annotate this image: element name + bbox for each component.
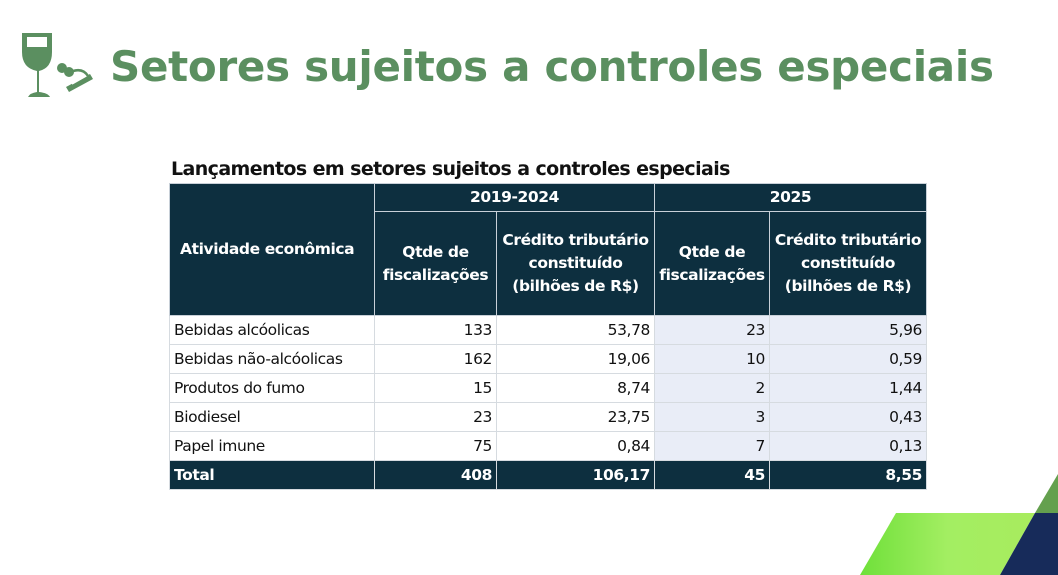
cell-activity: Papel imune — [169, 431, 375, 461]
total-label: Total — [169, 460, 375, 490]
cell-q2: 23 — [654, 315, 770, 345]
header-qty-1: Qtde de fiscalizações — [374, 211, 497, 316]
data-table: Atividade econômica 2019-2024 2025 Qtde … — [169, 183, 927, 490]
total-c1: 106,17 — [496, 460, 655, 490]
cell-q1: 15 — [374, 373, 497, 403]
slide-title: Setores sujeitos a controles especiais — [110, 42, 994, 91]
cell-activity: Bebidas alcóolicas — [169, 315, 375, 345]
table-caption: Lançamentos em setores sujeitos a contro… — [171, 158, 730, 180]
total-c2: 8,55 — [769, 460, 927, 490]
header-credit-2: Crédito tributário constituído (bilhões … — [769, 211, 927, 316]
table-row: Produtos do fumo 15 8,74 2 1,44 — [169, 373, 927, 403]
cell-c1: 0,84 — [496, 431, 655, 461]
cell-activity: Produtos do fumo — [169, 373, 375, 403]
cell-q2: 7 — [654, 431, 770, 461]
cell-c2: 0,59 — [769, 344, 927, 374]
header-qty-2: Qtde de fiscalizações — [654, 211, 770, 316]
table-row: Bebidas não-alcóolicas 162 19,06 10 0,59 — [169, 344, 927, 374]
header-activity: Atividade econômica — [169, 183, 375, 316]
cell-q2: 2 — [654, 373, 770, 403]
total-row: Total 408 106,17 45 8,55 — [169, 460, 927, 490]
wine-glass-and-cigarette-icon — [22, 33, 93, 97]
cell-c2: 5,96 — [769, 315, 927, 345]
total-q2: 45 — [654, 460, 770, 490]
table-row: Papel imune 75 0,84 7 0,13 — [169, 431, 927, 461]
header-period-2025: 2025 — [654, 183, 927, 212]
cell-c2: 0,43 — [769, 402, 927, 432]
cell-q1: 75 — [374, 431, 497, 461]
total-q1: 408 — [374, 460, 497, 490]
cell-c2: 1,44 — [769, 373, 927, 403]
header-credit-1: Crédito tributário constituído (bilhões … — [496, 211, 655, 316]
cell-activity: Biodiesel — [169, 402, 375, 432]
cell-q2: 10 — [654, 344, 770, 374]
cell-q1: 162 — [374, 344, 497, 374]
table-row: Bebidas alcóolicas 133 53,78 23 5,96 — [169, 315, 927, 345]
cell-activity: Bebidas não-alcóolicas — [169, 344, 375, 374]
header-period-2019-2024: 2019-2024 — [374, 183, 655, 212]
